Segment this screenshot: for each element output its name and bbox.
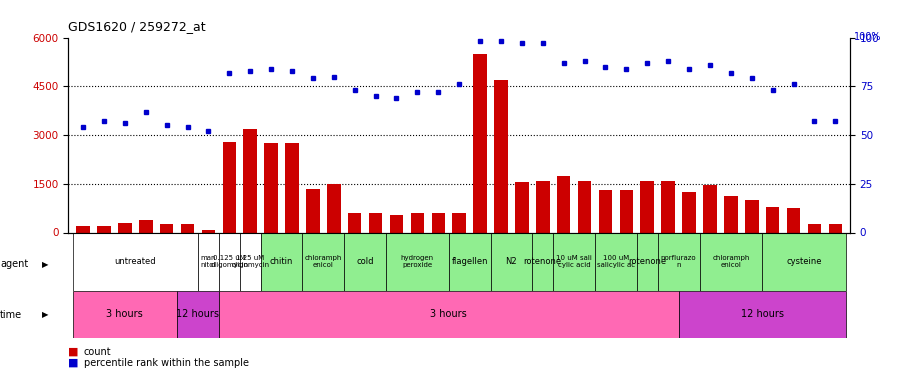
Text: N2: N2 [505,257,517,266]
Bar [264,143,278,232]
Bar [594,232,636,291]
Bar [702,185,716,232]
Text: rotenone: rotenone [523,257,561,266]
Bar [180,224,194,232]
Bar [410,213,424,232]
Text: hydrogen
peroxide: hydrogen peroxide [401,255,434,268]
Text: 3 hours: 3 hours [107,309,143,319]
Text: chloramph
enicol: chloramph enicol [711,255,749,268]
Bar [762,232,844,291]
Text: flagellen: flagellen [451,257,487,266]
Bar [699,232,762,291]
Bar [118,223,131,232]
Bar [347,213,361,232]
Text: 1.25 uM
oligomycin: 1.25 uM oligomycin [230,255,269,268]
Text: rotenone: rotenone [628,257,666,266]
Bar [744,200,758,232]
Bar [177,291,219,338]
Bar [240,232,261,291]
Bar [515,182,528,232]
Bar [368,213,382,232]
Text: cold: cold [356,257,374,266]
Text: man
nitol: man nitol [200,255,216,268]
Bar [494,80,507,232]
Bar [681,192,695,232]
Bar [578,180,590,232]
Bar [536,180,549,232]
Bar [285,143,299,232]
Bar [678,291,844,338]
Text: ■: ■ [68,358,79,368]
Bar [532,232,553,291]
Bar [431,213,445,232]
Bar [660,180,674,232]
Text: percentile rank within the sample: percentile rank within the sample [84,358,249,368]
Text: 12 hours: 12 hours [176,309,220,319]
Bar [490,232,532,291]
Text: 10 uM sali
cylic acid: 10 uM sali cylic acid [556,255,591,268]
Bar [243,129,257,232]
Bar [97,226,110,232]
Text: ■: ■ [68,347,79,357]
Bar [302,232,343,291]
Bar [222,141,236,232]
Bar [219,291,678,338]
Text: cysteine: cysteine [785,257,821,266]
Bar [327,184,340,232]
Bar [557,176,570,232]
Bar [73,232,198,291]
Text: count: count [84,347,111,357]
Bar [786,208,800,232]
Text: 0.125 uM
oligomycin: 0.125 uM oligomycin [210,255,248,268]
Text: chloramph
enicol: chloramph enicol [304,255,342,268]
Bar [448,232,490,291]
Text: 3 hours: 3 hours [430,309,466,319]
Bar [640,181,653,232]
Text: GDS1620 / 259272_at: GDS1620 / 259272_at [68,20,206,33]
Bar [657,232,699,291]
Text: norflurazo
n: norflurazo n [660,255,696,268]
Text: time: time [0,310,22,320]
Bar [261,232,302,291]
Text: untreated: untreated [115,257,156,266]
Bar [553,232,594,291]
Text: agent: agent [0,260,28,269]
Bar [343,232,385,291]
Bar [385,232,448,291]
Bar [636,232,657,291]
Bar [723,196,737,232]
Bar [619,190,632,232]
Text: 100%: 100% [853,33,880,42]
Bar [306,189,320,232]
Bar [452,213,466,232]
Text: 12 hours: 12 hours [740,309,783,319]
Bar [198,232,219,291]
Bar [201,230,215,232]
Bar [807,224,820,232]
Text: ▶: ▶ [42,310,48,320]
Bar [138,219,152,232]
Text: ▶: ▶ [42,260,48,269]
Bar [159,224,173,232]
Bar [828,224,841,232]
Text: chitin: chitin [270,257,293,266]
Bar [219,232,240,291]
Bar [598,190,611,232]
Bar [473,54,486,232]
Bar [389,214,403,232]
Bar [765,207,779,232]
Bar [77,226,89,232]
Bar [73,291,177,338]
Text: 100 uM
salicylic ac: 100 uM salicylic ac [596,255,634,268]
